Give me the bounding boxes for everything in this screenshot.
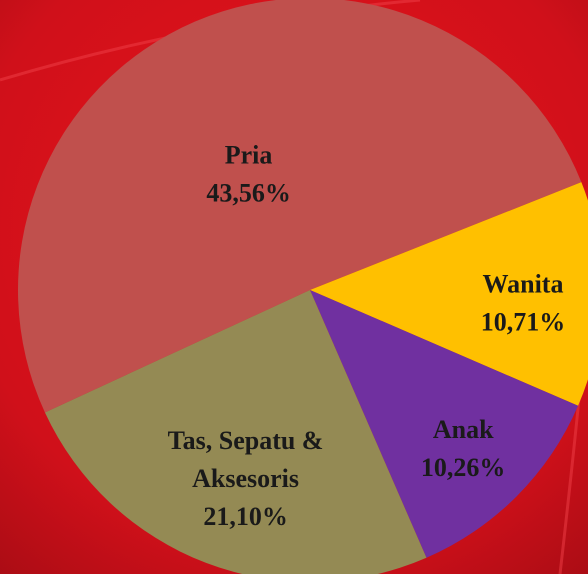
slice-label: Tas, Sepatu & Aksesoris bbox=[168, 426, 324, 493]
pie-slice bbox=[310, 290, 579, 558]
slice-label: Wanita bbox=[483, 270, 564, 299]
slice-value-label: 21,10% bbox=[203, 502, 288, 531]
slice-label: Pria bbox=[225, 141, 273, 170]
slice-value-label: 10,71% bbox=[481, 308, 566, 337]
pie-slice bbox=[310, 182, 588, 406]
pie: Pria 43,56% Wanita 10,71% Anak 10,26% Tas, Sep… bbox=[17, 0, 588, 574]
pie-slice bbox=[17, 0, 582, 413]
slice-value-label: 43,56% bbox=[206, 179, 291, 208]
slice-label: Anak bbox=[433, 415, 494, 444]
slice-value-label: 10,26% bbox=[421, 453, 506, 482]
pie-slice bbox=[44, 290, 427, 574]
